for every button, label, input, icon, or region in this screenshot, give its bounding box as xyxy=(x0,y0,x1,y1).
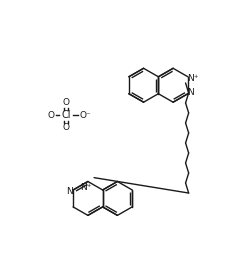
Text: O: O xyxy=(63,123,70,132)
Text: Cl: Cl xyxy=(61,110,71,120)
Text: N: N xyxy=(66,187,73,196)
Text: N⁺: N⁺ xyxy=(81,183,92,192)
Text: N⁺: N⁺ xyxy=(187,74,198,83)
Text: O⁻: O⁻ xyxy=(80,111,91,120)
Text: O: O xyxy=(63,98,70,107)
Text: O: O xyxy=(48,111,55,120)
Text: N: N xyxy=(188,88,194,97)
